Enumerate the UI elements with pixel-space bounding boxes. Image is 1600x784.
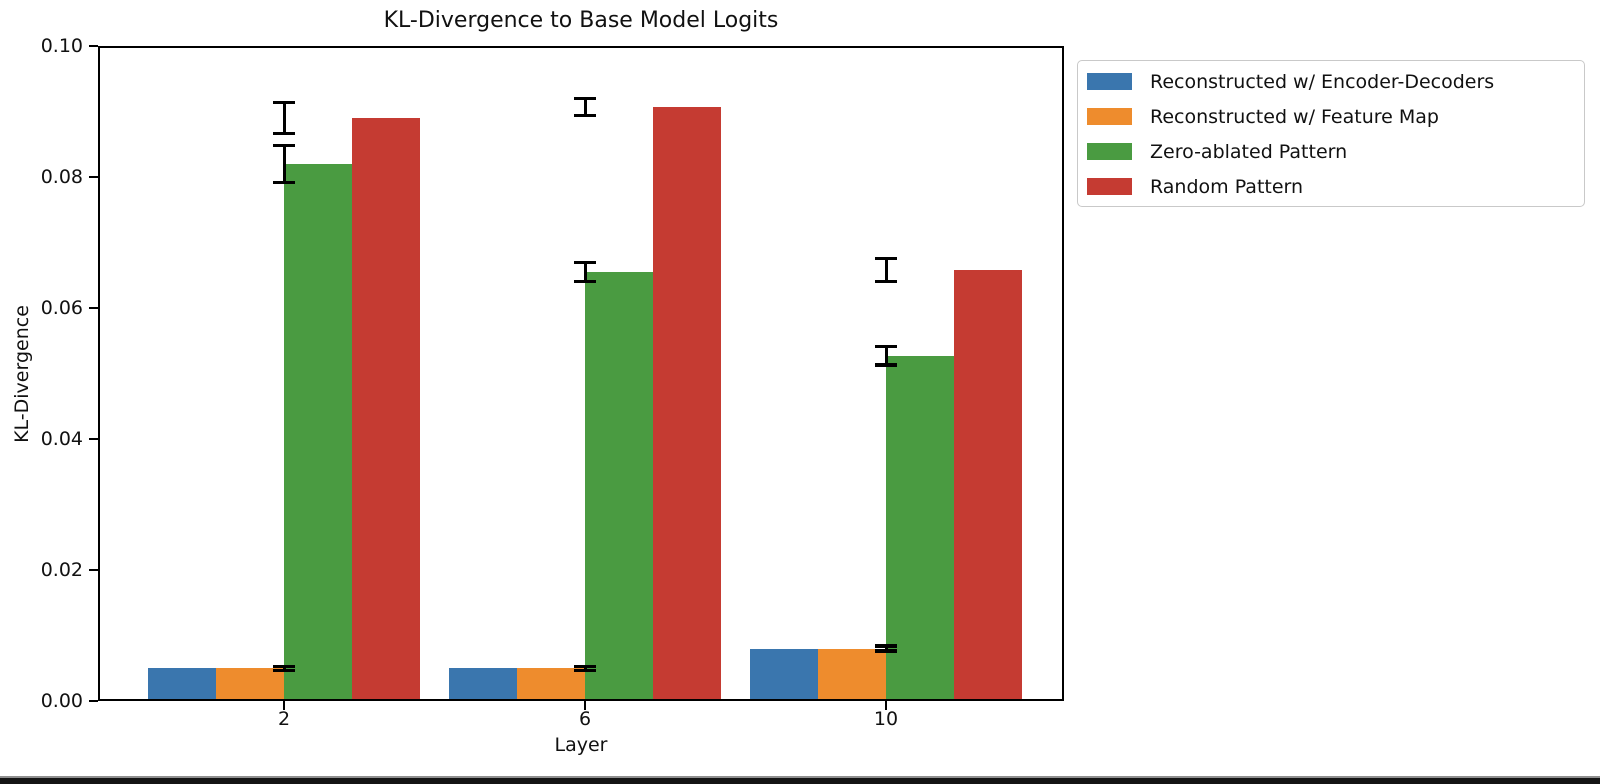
error-bar-reconstructed-w-feature-map-layer-6: [583, 666, 587, 671]
legend-item-zero-ablated-pattern: Zero-ablated Pattern: [1087, 134, 1574, 169]
legend-label-reconstructed-w-feature-map: Reconstructed w/ Feature Map: [1150, 105, 1439, 128]
x-tick-mark-2: [282, 701, 286, 710]
y-tick-label-0.06: 0.06: [40, 297, 83, 319]
error-bar-random-pattern-layer-6: [583, 98, 587, 116]
legend-swatch-zero-ablated-pattern: [1087, 143, 1132, 160]
screenshot-bottom-edge-bar: [0, 776, 1600, 784]
y-tick-label-0.08: 0.08: [40, 166, 83, 188]
legend-item-random-pattern: Random Pattern: [1087, 169, 1574, 204]
error-bar-zero-ablated-pattern-layer-10-cap-top: [875, 345, 897, 349]
error-bar-reconstructed-w-feature-map-layer-2: [282, 666, 286, 671]
error-bar-zero-ablated-pattern-layer-6-cap-top: [574, 260, 596, 264]
bar-reconstructed-w-feature-map-layer-10: [818, 648, 886, 701]
bar-reconstructed-w-encoder-decoders-layer-10: [750, 648, 818, 701]
y-tick-label-0.04: 0.04: [40, 428, 83, 450]
error-bar-reconstructed-w-feature-map-layer-6-cap-top: [574, 664, 596, 668]
error-bar-random-pattern-layer-6-cap-bottom: [574, 113, 596, 118]
bar-random-pattern-layer-6: [653, 106, 721, 701]
plot-area: [98, 46, 1064, 701]
y-tick-mark-0.00: [89, 699, 98, 703]
legend-item-reconstructed-w-encoder-decoders: Reconstructed w/ Encoder-Decoders: [1087, 64, 1574, 99]
bar-reconstructed-w-encoder-decoders-layer-6: [449, 668, 517, 701]
legend-box: Reconstructed w/ Encoder-Decoders Reconst…: [1077, 60, 1585, 207]
bar-zero-ablated-pattern-layer-10: [886, 355, 954, 701]
legend-swatch-random-pattern: [1087, 178, 1132, 195]
error-bar-random-pattern-layer-2-cap-bottom: [273, 132, 295, 136]
bar-zero-ablated-pattern-layer-6: [585, 271, 653, 701]
error-bar-random-pattern-layer-10: [884, 258, 888, 282]
y-tick-mark-0.08: [89, 175, 98, 179]
error-bar-random-pattern-layer-10-cap-top: [875, 256, 897, 260]
error-bar-reconstructed-w-feature-map-layer-6-cap-bottom: [574, 668, 596, 672]
error-bar-reconstructed-w-feature-map-layer-10-cap-bottom: [875, 649, 897, 653]
error-bar-zero-ablated-pattern-layer-6-cap-bottom: [574, 280, 596, 284]
y-tick-label-0.10: 0.10: [40, 35, 83, 57]
x-tick-mark-10: [884, 701, 888, 710]
error-bar-zero-ablated-pattern-layer-10-cap-bottom: [875, 363, 897, 367]
legend-swatch-reconstructed-w-encoder-decoders: [1087, 73, 1132, 90]
error-bar-zero-ablated-pattern-layer-2-cap-top: [273, 143, 295, 148]
error-bar-zero-ablated-pattern-layer-6: [583, 262, 587, 282]
y-tick-mark-0.04: [89, 437, 98, 441]
error-bar-reconstructed-w-feature-map-layer-10-cap-top: [875, 644, 897, 648]
error-bar-zero-ablated-pattern-layer-2-cap-bottom: [273, 180, 295, 184]
bar-reconstructed-w-encoder-decoders-layer-2: [148, 668, 216, 701]
error-bar-reconstructed-w-feature-map-layer-2-cap-bottom: [273, 668, 295, 672]
x-tick-label-2: 2: [277, 708, 291, 730]
error-bar-random-pattern-layer-2: [282, 102, 286, 134]
y-tick-mark-0.06: [89, 306, 98, 310]
bar-random-pattern-layer-2: [352, 118, 420, 701]
error-bar-reconstructed-w-feature-map-layer-2-cap-top: [273, 664, 295, 668]
error-bar-reconstructed-w-feature-map-layer-10: [884, 645, 888, 652]
x-axis-label: Layer: [554, 734, 608, 756]
legend-label-zero-ablated-pattern: Zero-ablated Pattern: [1150, 140, 1348, 163]
bar-reconstructed-w-feature-map-layer-6: [517, 668, 585, 701]
y-tick-mark-0.02: [89, 568, 98, 572]
legend-label-random-pattern: Random Pattern: [1150, 175, 1304, 198]
x-tick-label-6: 6: [578, 708, 592, 730]
bar-zero-ablated-pattern-layer-2: [284, 163, 352, 701]
y-tick-mark-0.10: [89, 44, 98, 48]
error-bar-random-pattern-layer-2-cap-top: [273, 100, 295, 104]
error-bar-zero-ablated-pattern-layer-10: [884, 346, 888, 365]
x-tick-mark-6: [583, 701, 587, 710]
x-tick-label-10: 10: [873, 708, 899, 730]
legend-label-reconstructed-w-encoder-decoders: Reconstructed w/ Encoder-Decoders: [1150, 70, 1495, 93]
error-bar-random-pattern-layer-6-cap-top: [574, 96, 596, 100]
error-bar-random-pattern-layer-10-cap-bottom: [875, 280, 897, 284]
chart-title: KL-Divergence to Base Model Logits: [383, 8, 779, 33]
bar-random-pattern-layer-10: [954, 270, 1022, 701]
legend-swatch-reconstructed-w-feature-map: [1087, 108, 1132, 125]
legend-item-reconstructed-w-feature-map: Reconstructed w/ Feature Map: [1087, 99, 1574, 134]
bar-reconstructed-w-feature-map-layer-2: [216, 668, 284, 701]
y-tick-label-0.02: 0.02: [40, 559, 83, 581]
y-axis-label: KL-Divergence: [11, 305, 33, 443]
error-bar-zero-ablated-pattern-layer-2: [282, 145, 286, 183]
y-tick-label-0.00: 0.00: [40, 690, 83, 712]
